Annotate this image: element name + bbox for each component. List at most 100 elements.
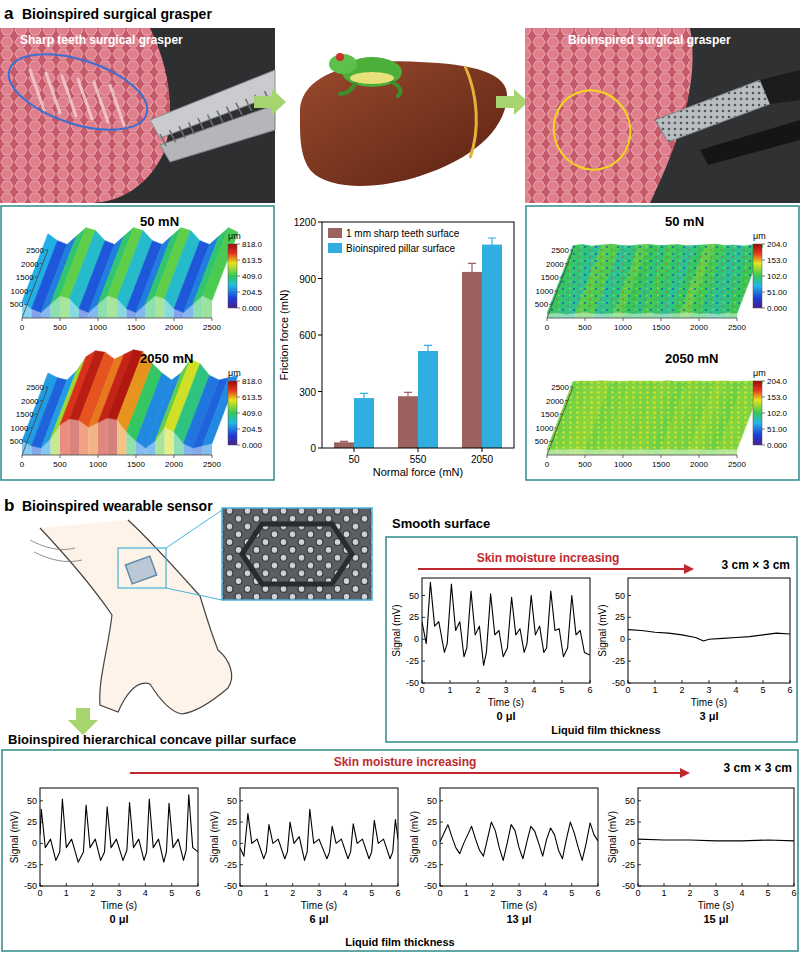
tick-label: 6 — [195, 888, 200, 898]
surface: 0500100015002000250050010001500200025005… — [535, 214, 788, 332]
surface-texture — [547, 245, 763, 313]
tick-label: 0 — [620, 634, 625, 644]
tick-label: 2500 — [26, 246, 44, 255]
axis-line — [547, 318, 737, 319]
tick — [237, 292, 240, 293]
axis-label: Time (s) — [101, 900, 137, 911]
tick — [545, 883, 546, 886]
tick-label: 2500 — [728, 323, 746, 332]
chart-title: 3 μl — [700, 710, 719, 722]
chart-title: 0 μl — [497, 710, 516, 722]
frog-eye — [336, 53, 344, 61]
tooth — [236, 103, 242, 115]
tick — [549, 441, 552, 442]
tick — [237, 381, 240, 382]
tick — [466, 883, 467, 886]
surface-side — [146, 441, 156, 455]
tick — [237, 244, 240, 245]
tick-label: 4 — [343, 888, 348, 898]
moisture-arrow — [418, 568, 684, 570]
arrow-label: Skin moisture increasing — [477, 551, 620, 565]
tick-label: 0 — [237, 888, 242, 898]
surface-side — [79, 309, 89, 318]
surface-side — [557, 449, 567, 455]
tick-label: 2000 — [21, 260, 39, 269]
surface-texture — [547, 381, 763, 449]
tick-label: 6 — [787, 685, 792, 695]
error-bar — [468, 263, 476, 280]
bar — [354, 398, 374, 448]
tick — [790, 680, 791, 683]
hand-drawing — [30, 508, 372, 714]
tick — [240, 886, 243, 887]
tick-label: 2000 — [690, 323, 708, 332]
tick-label: -50 — [622, 881, 635, 891]
surface-side — [623, 312, 633, 318]
tick — [40, 883, 41, 886]
tick-label: 5 — [760, 685, 765, 695]
tick-label: 50 — [427, 796, 437, 806]
tick-label: 2000 — [690, 460, 708, 469]
tick-label: 5 — [169, 888, 174, 898]
colorbar — [228, 244, 237, 308]
tick-label: 2000 — [165, 460, 183, 469]
tick-label: 0 — [419, 685, 424, 695]
group-label: Liquid film thickness — [551, 724, 660, 736]
tick — [655, 680, 656, 683]
surface-side — [203, 296, 213, 318]
tick — [60, 318, 61, 321]
sensor — [125, 556, 156, 584]
tick — [661, 455, 662, 458]
marks — [422, 582, 590, 665]
line-chart: 0123456-50-2502550Time (s)Signal (mV)6 μ… — [209, 788, 401, 925]
surface-side — [165, 298, 175, 318]
tick-label: 25 — [615, 612, 625, 622]
surface-side — [576, 449, 586, 455]
surface-side — [41, 439, 51, 455]
tick — [237, 429, 240, 430]
surface-side — [585, 449, 595, 455]
surface-side — [728, 313, 738, 318]
axis-label: Normal force (mN) — [373, 466, 463, 478]
axis-label: Signal (mV) — [9, 811, 20, 863]
photo-bg — [0, 28, 275, 203]
tick-label: 4 — [143, 888, 148, 898]
arrow-head — [684, 564, 694, 574]
line-chart: 0123456-50-2502550Time (s)Signal (mV)0 μ… — [391, 578, 593, 722]
sensor-callout — [118, 548, 166, 588]
marks — [240, 809, 398, 860]
axis-line — [547, 455, 737, 456]
tick-label: 50 — [625, 796, 635, 806]
surface: 0500100015002000250050010001500200025002… — [535, 351, 788, 469]
tick-label: 0 — [20, 323, 25, 332]
tick — [212, 318, 213, 321]
tick — [292, 883, 293, 886]
tick — [450, 680, 451, 683]
tooth — [189, 122, 195, 134]
surface-side — [60, 296, 70, 318]
tick-label: 25 — [625, 817, 635, 827]
tick — [422, 683, 425, 684]
tick-label: 1500 — [541, 273, 559, 282]
tooth-mark — [62, 76, 76, 116]
tick-label: 500 — [53, 460, 67, 469]
tick-label: 5 — [369, 888, 374, 898]
tick-label: 4 — [739, 888, 744, 898]
line-chart: 0123456-50-2502550Time (s)Signal (mV)13 … — [409, 788, 601, 925]
tick-label: 2 — [687, 888, 692, 898]
highlight — [541, 78, 644, 183]
plot-frame — [322, 222, 514, 448]
panel-label: b — [4, 496, 14, 515]
ligature — [465, 66, 476, 158]
surface-side — [89, 422, 99, 455]
tick-label: 3 — [503, 685, 508, 695]
tick — [762, 292, 765, 293]
surface-side — [595, 313, 605, 318]
sem-hexagon — [242, 524, 352, 584]
tick — [354, 448, 355, 452]
surface: 0500100015002000250050010001500200025005… — [10, 214, 263, 332]
load-label: 50 mN — [665, 214, 704, 229]
surface-side — [642, 449, 652, 455]
surface-side — [699, 449, 709, 455]
tick-label: 2000 — [165, 323, 183, 332]
